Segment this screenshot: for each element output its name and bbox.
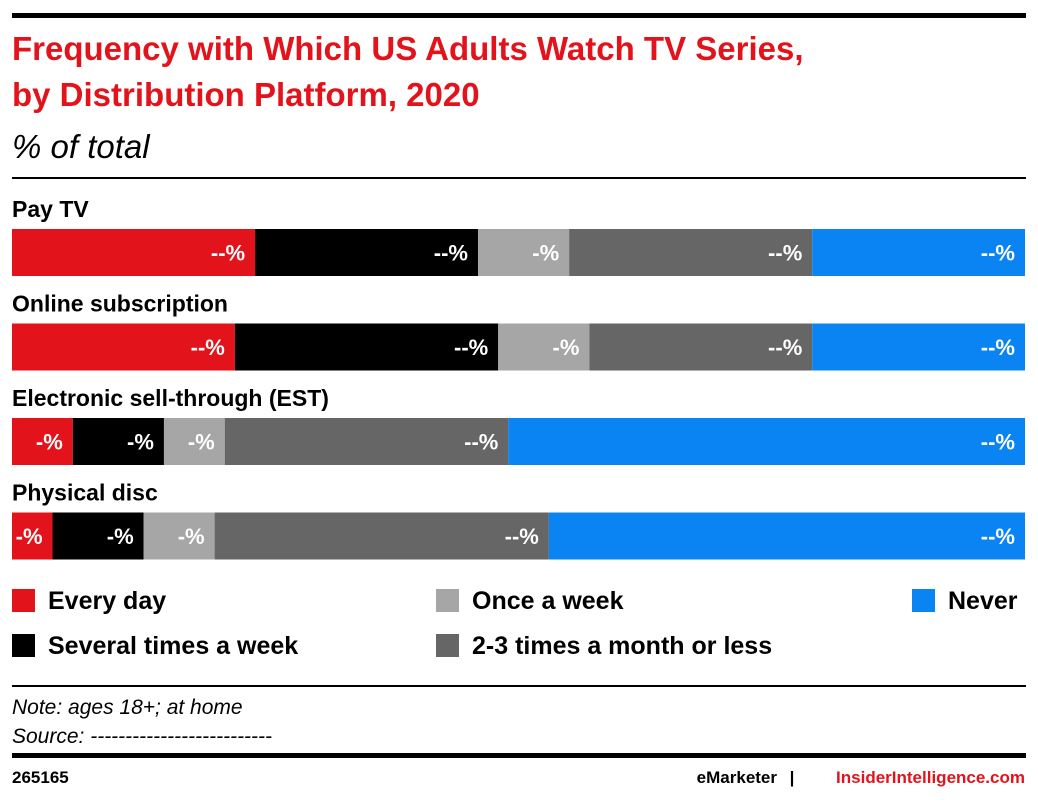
rule — [12, 177, 1026, 179]
bar-segment — [812, 229, 1025, 276]
legend-swatch — [12, 634, 35, 657]
value-label: -% — [178, 524, 205, 549]
value-label: --% — [768, 335, 802, 360]
chart-title: Frequency with Which US Adults Watch TV … — [12, 30, 804, 67]
value-label: -% — [188, 430, 215, 455]
bar-segment — [255, 229, 478, 276]
bar-segment — [52, 512, 144, 560]
bar-segment — [143, 512, 215, 560]
chart-id: 265165 — [12, 768, 69, 787]
legend-label: Several times a week — [48, 632, 298, 660]
value-label: --% — [211, 241, 245, 266]
bar-segment — [589, 323, 813, 371]
footer-brand: eMarketer — [697, 768, 778, 787]
category-label: Pay TV — [12, 196, 89, 222]
bar-segment — [569, 229, 813, 276]
bar-segment — [234, 323, 499, 371]
bar-segment — [224, 418, 509, 465]
top-rule — [12, 13, 1026, 18]
bar-segment — [12, 323, 235, 371]
legend-label: 2-3 times a month or less — [472, 632, 772, 660]
value-label: -% — [16, 524, 43, 549]
legend-swatch — [12, 589, 35, 612]
value-label: -% — [36, 430, 63, 455]
bar-segment — [12, 229, 256, 276]
source: Source: -------------------------- — [12, 725, 272, 748]
chart-title: by Distribution Platform, 2020 — [12, 76, 480, 113]
category-label: Online subscription — [12, 291, 228, 317]
value-label: --% — [434, 241, 468, 266]
legend-swatch — [912, 589, 935, 612]
legend-swatch — [436, 634, 459, 657]
value-label: --% — [981, 430, 1015, 455]
bar-segment — [214, 512, 549, 560]
value-label: -% — [532, 241, 559, 266]
footer-separator: | — [790, 768, 795, 787]
bar-segment — [548, 512, 1025, 560]
value-label: --% — [768, 241, 802, 266]
bar-segment — [477, 229, 570, 276]
value-label: --% — [464, 430, 498, 455]
bar-segment — [812, 323, 1025, 371]
bar-segment — [163, 418, 225, 465]
legend-label: Once a week — [472, 587, 624, 615]
value-label: -% — [107, 524, 134, 549]
value-label: --% — [505, 524, 539, 549]
bar-segment — [12, 512, 53, 560]
chart-subtitle: % of total — [12, 128, 151, 165]
value-label: --% — [981, 241, 1015, 266]
bar-segment — [498, 323, 590, 371]
legend-swatch — [436, 589, 459, 612]
bar-segment — [12, 418, 73, 465]
rule — [12, 685, 1026, 687]
legend-label: Every day — [48, 587, 166, 615]
note: Note: ages 18+; at home — [12, 696, 243, 719]
bar-segment — [72, 418, 164, 465]
category-label: Physical disc — [12, 480, 158, 506]
value-label: -% — [553, 335, 580, 360]
legend-label: Never — [948, 587, 1018, 615]
bottom-rule — [12, 753, 1026, 758]
value-label: -% — [127, 430, 154, 455]
value-label: --% — [981, 524, 1015, 549]
value-label: --% — [981, 335, 1015, 360]
value-label: --% — [191, 335, 225, 360]
bar-segment — [508, 418, 1025, 465]
footer-site: InsiderIntelligence.com — [836, 768, 1025, 787]
category-label: Electronic sell-through (EST) — [12, 385, 329, 411]
value-label: --% — [454, 335, 488, 360]
